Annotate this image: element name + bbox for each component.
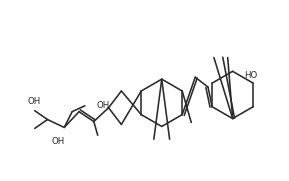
Text: OH: OH [27, 97, 40, 106]
Text: HO: HO [244, 71, 258, 80]
Text: OH: OH [97, 101, 110, 110]
Text: OH: OH [52, 137, 65, 146]
